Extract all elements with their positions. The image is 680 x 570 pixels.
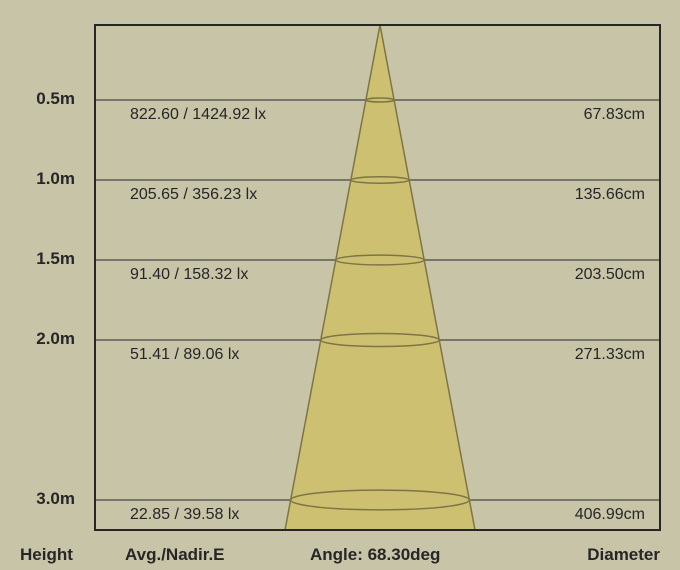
light-cone-diagram: 0.5m 822.60 / 1424.92 lx 67.83cm 1.0m 205.65… (0, 0, 680, 570)
diameter-value: 135.66cm (575, 186, 645, 204)
diameter-value: 203.50cm (575, 266, 645, 284)
height-tick: 3.0m (36, 489, 75, 509)
height-tick: 2.0m (36, 329, 75, 349)
height-tick: 1.5m (36, 249, 75, 269)
lux-value: 22.85 / 39.58 lx (130, 506, 239, 524)
axis-avgnadir: Avg./Nadir.E (125, 545, 225, 565)
axis-height: Height (20, 545, 73, 565)
lux-value: 51.41 / 89.06 lx (130, 346, 239, 364)
diameter-value: 271.33cm (575, 346, 645, 364)
lux-value: 822.60 / 1424.92 lx (130, 106, 266, 124)
diagram-svg (0, 0, 680, 570)
axis-angle: Angle: 68.30deg (310, 545, 440, 565)
height-tick: 1.0m (36, 169, 75, 189)
diameter-value: 67.83cm (584, 106, 645, 124)
lux-value: 91.40 / 158.32 lx (130, 266, 248, 284)
lux-value: 205.65 / 356.23 lx (130, 186, 257, 204)
diameter-value: 406.99cm (575, 506, 645, 524)
height-tick: 0.5m (36, 89, 75, 109)
axis-diameter: Diameter (587, 545, 660, 565)
